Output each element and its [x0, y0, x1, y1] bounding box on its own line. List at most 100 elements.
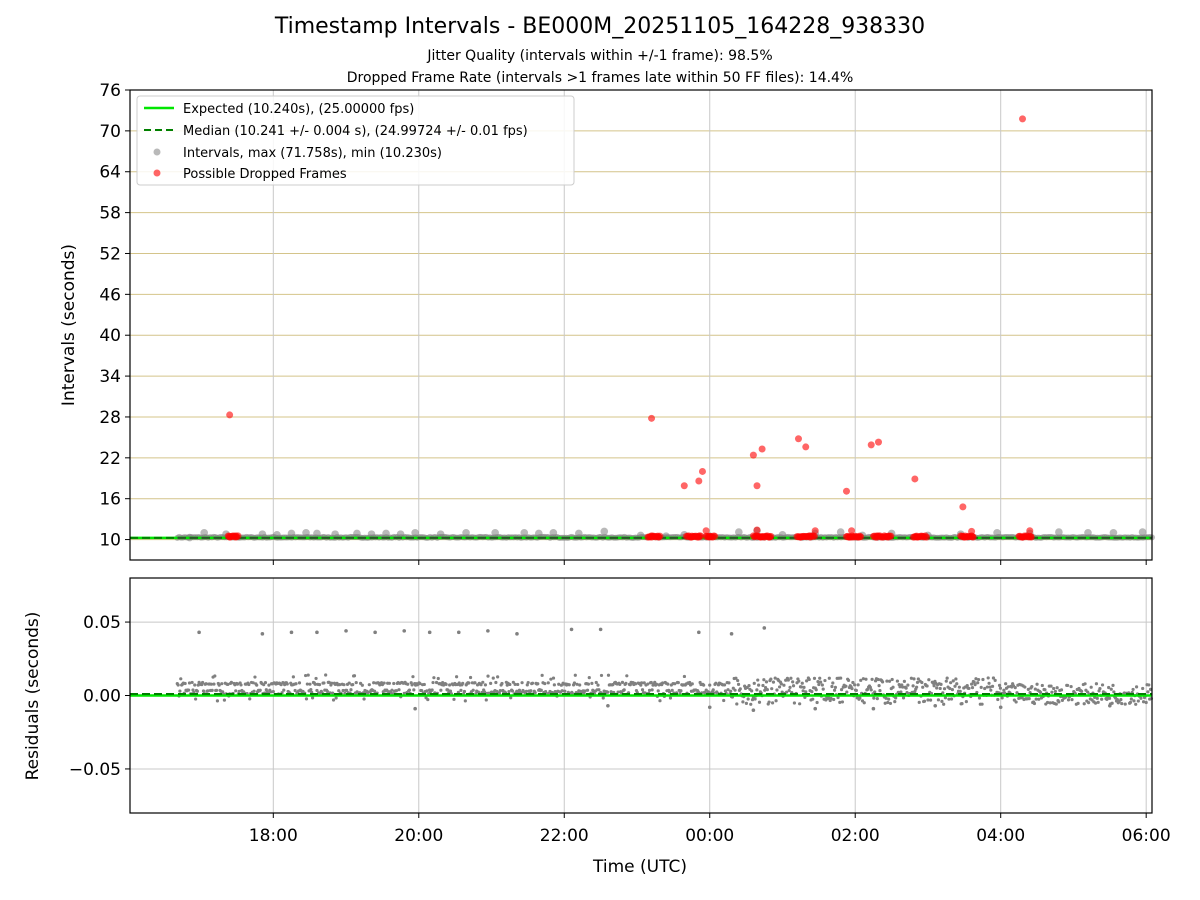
residual-point	[957, 685, 961, 689]
residual-point	[752, 681, 756, 685]
residual-point	[899, 690, 903, 694]
residual-point	[801, 689, 805, 693]
residual-point	[413, 706, 417, 711]
residual-point	[954, 677, 958, 681]
residual-point	[938, 686, 942, 691]
residual-point	[998, 705, 1003, 710]
residual-point	[973, 683, 977, 687]
residual-point	[190, 680, 194, 685]
residual-point	[572, 681, 577, 685]
residual-point	[486, 674, 490, 678]
residual-point	[792, 701, 797, 705]
residual-point	[935, 686, 939, 690]
residual-point	[491, 676, 495, 680]
dropped-frame-point	[969, 533, 977, 541]
residual-point	[481, 680, 485, 684]
dropped-frame-point	[695, 477, 703, 485]
residual-point	[895, 679, 900, 683]
residual-point	[482, 690, 487, 694]
chart-title: Timestamp Intervals - BE000M_20251105_16…	[274, 14, 926, 39]
residual-point	[714, 681, 718, 685]
dropped-frame-point	[1026, 527, 1034, 535]
residual-point	[578, 683, 582, 687]
residual-point	[640, 688, 645, 692]
residual-point	[762, 626, 767, 630]
residual-point	[422, 682, 426, 687]
residual-point	[871, 706, 876, 711]
residual-point	[922, 699, 927, 703]
residual-point	[976, 677, 981, 682]
residual-point	[622, 688, 626, 692]
residual-point	[845, 690, 849, 694]
residual-point	[650, 688, 654, 692]
residual-point	[486, 629, 490, 633]
residual-point	[624, 681, 628, 685]
residual-point	[886, 700, 890, 705]
residual-point	[315, 630, 319, 635]
residual-point	[756, 678, 760, 682]
residual-point	[620, 680, 625, 684]
residual-point	[885, 679, 889, 683]
residual-point	[818, 680, 823, 684]
residual-point	[446, 688, 450, 692]
residual-point	[420, 689, 424, 693]
residual-point	[325, 689, 330, 694]
residual-point	[546, 681, 550, 685]
dropped-frame-point	[702, 527, 710, 535]
residual-point	[906, 683, 910, 687]
residual-point	[944, 679, 948, 683]
residual-point	[928, 698, 933, 702]
residual-point	[912, 677, 916, 681]
dropped-frame-point	[911, 475, 919, 483]
residual-point	[770, 701, 775, 705]
bottom-panel-axes: 0.05 0.00 −0.05 18:00 20:00 22:00 00:00 02:00 04…	[69, 577, 1171, 846]
top-y-tick-label: 10	[99, 531, 121, 551]
dropped-frame-point	[226, 533, 234, 541]
residual-point	[1050, 690, 1054, 694]
residual-point	[757, 700, 762, 704]
residual-point	[887, 679, 892, 683]
residual-point	[229, 680, 233, 684]
residual-point	[497, 691, 501, 695]
residual-point	[974, 677, 978, 681]
residual-point	[661, 681, 665, 685]
residual-point	[940, 699, 944, 703]
residual-point	[282, 688, 286, 692]
top-panel-frame	[129, 89, 1153, 561]
residual-point	[1015, 691, 1019, 695]
residual-point	[598, 627, 603, 632]
residual-point	[970, 682, 974, 686]
residual-point	[1048, 701, 1052, 705]
residual-point	[549, 677, 553, 681]
dropped-frame-point	[794, 435, 802, 443]
interval-point	[367, 530, 376, 538]
dropped-frame-point	[806, 533, 814, 541]
residual-point	[575, 682, 579, 686]
residual-point	[780, 690, 784, 694]
residual-point	[1076, 701, 1080, 705]
dropped-frame-point	[802, 443, 810, 451]
residual-point	[1134, 685, 1139, 689]
residual-point	[1057, 700, 1061, 704]
residual-point	[436, 676, 440, 681]
residual-point	[594, 680, 598, 685]
residual-point	[942, 687, 947, 691]
x-tick-label: 18:00	[249, 826, 298, 846]
residual-point	[489, 681, 493, 685]
residual-point	[267, 683, 271, 687]
residual-point	[953, 684, 957, 688]
residual-point	[427, 630, 432, 635]
interval-point	[836, 528, 845, 536]
residual-point	[846, 678, 851, 682]
residual-point	[751, 708, 756, 712]
interval-point	[520, 528, 529, 537]
bottom-y-tick-label: 0.00	[83, 687, 121, 707]
residual-point	[260, 632, 265, 636]
residual-point	[317, 683, 322, 687]
residual-point	[1032, 701, 1037, 706]
dropped-frame-point	[873, 533, 881, 541]
residual-point	[560, 689, 564, 693]
residual-point	[529, 689, 533, 693]
residual-point	[753, 697, 757, 701]
residual-point	[222, 698, 227, 702]
